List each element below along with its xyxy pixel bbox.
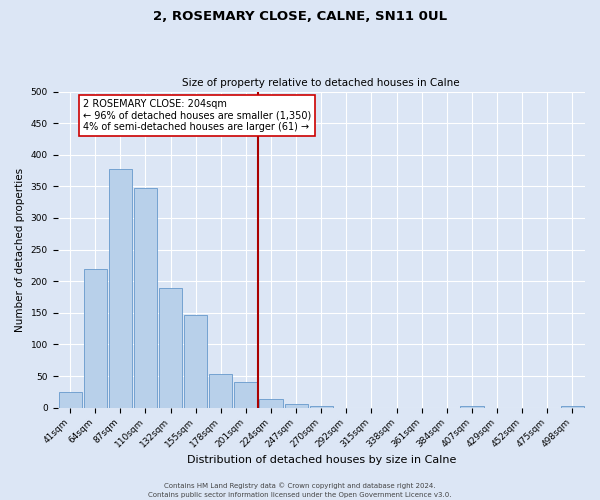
- Bar: [83, 268, 107, 407]
- Bar: [134, 188, 157, 408]
- Bar: [59, 392, 82, 407]
- Title: Size of property relative to detached houses in Calne: Size of property relative to detached ho…: [182, 78, 460, 88]
- Bar: [159, 288, 182, 408]
- Y-axis label: Number of detached properties: Number of detached properties: [15, 168, 25, 332]
- Text: 2 ROSEMARY CLOSE: 204sqm
← 96% of detached houses are smaller (1,350)
4% of semi: 2 ROSEMARY CLOSE: 204sqm ← 96% of detach…: [83, 99, 311, 132]
- Bar: [284, 404, 308, 407]
- Bar: [209, 374, 232, 408]
- Bar: [460, 406, 484, 407]
- Bar: [561, 406, 584, 408]
- Text: Contains HM Land Registry data © Crown copyright and database right 2024.: Contains HM Land Registry data © Crown c…: [164, 482, 436, 489]
- Bar: [184, 314, 207, 408]
- Bar: [310, 406, 333, 408]
- Text: Contains public sector information licensed under the Open Government Licence v3: Contains public sector information licen…: [148, 492, 452, 498]
- Bar: [235, 382, 257, 407]
- X-axis label: Distribution of detached houses by size in Calne: Distribution of detached houses by size …: [187, 455, 456, 465]
- Bar: [109, 168, 132, 408]
- Text: 2, ROSEMARY CLOSE, CALNE, SN11 0UL: 2, ROSEMARY CLOSE, CALNE, SN11 0UL: [153, 10, 447, 23]
- Bar: [259, 400, 283, 407]
